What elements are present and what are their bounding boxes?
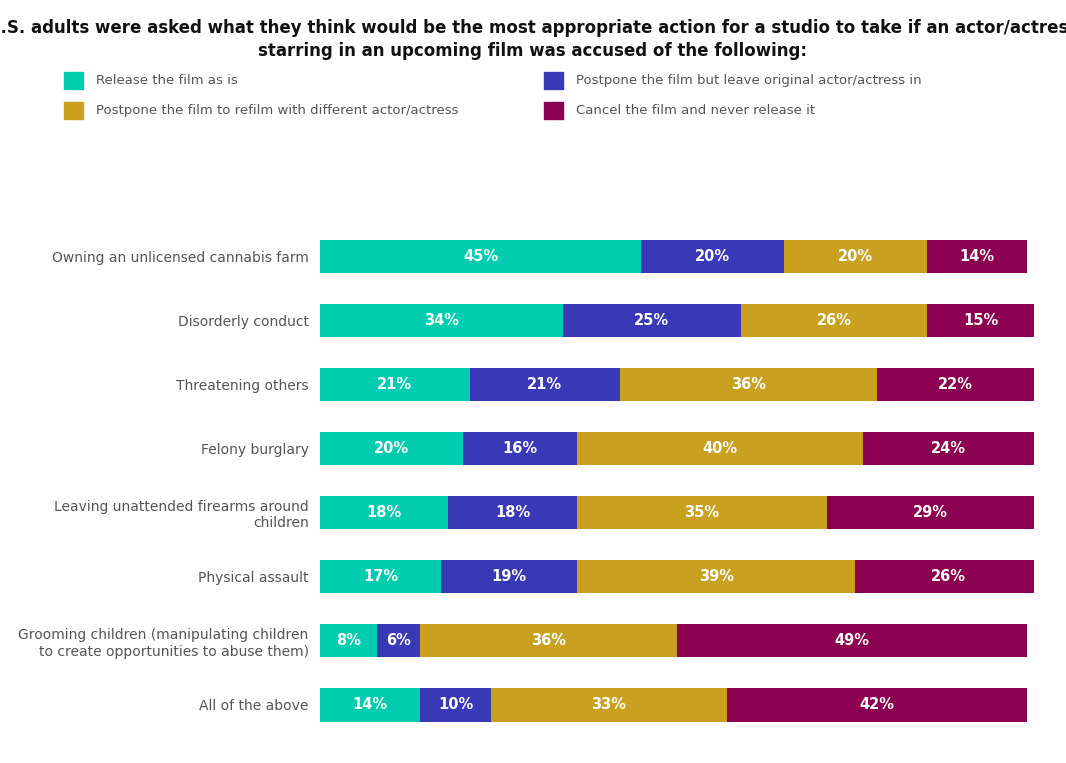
Text: 18%: 18% [495,505,530,520]
Bar [642,240,785,273]
Text: 24%: 24% [931,441,966,456]
Bar [320,624,377,658]
Bar [856,560,1041,594]
Text: 40%: 40% [702,441,738,456]
Bar [463,432,577,465]
Bar [320,496,449,530]
Text: Release the film as is: Release the film as is [96,73,238,87]
Text: 26%: 26% [931,569,966,584]
Text: 25%: 25% [634,313,669,328]
Text: 26%: 26% [817,313,852,328]
Bar [491,688,727,722]
Bar [862,432,1034,465]
Bar [785,240,927,273]
Text: 39%: 39% [698,569,733,584]
Bar [827,496,1034,530]
Bar [619,368,877,401]
Text: Cancel the film and never release it: Cancel the film and never release it [576,104,814,118]
Text: starring in an upcoming film was accused of the following:: starring in an upcoming film was accused… [258,42,808,60]
Bar [741,304,927,337]
Text: 10%: 10% [438,697,473,713]
Bar [927,304,1034,337]
Text: U.S. adults were asked what they think would be the most appropriate action for : U.S. adults were asked what they think w… [0,19,1066,37]
Bar [449,496,577,530]
Bar [677,624,1027,658]
Text: 8%: 8% [336,633,361,649]
Bar [320,560,441,594]
Text: Postpone the film to refilm with different actor/actress: Postpone the film to refilm with differe… [96,104,458,118]
Text: 45%: 45% [463,249,498,264]
Text: 35%: 35% [684,505,720,520]
Text: 21%: 21% [377,377,413,392]
Bar [320,688,420,722]
Bar [577,560,856,594]
Bar [563,304,741,337]
Text: 36%: 36% [731,377,765,392]
Text: Postpone the film but leave original actor/actress in: Postpone the film but leave original act… [576,73,921,87]
Bar [320,368,470,401]
Bar [320,432,463,465]
Text: 22%: 22% [938,377,973,392]
Bar [877,368,1034,401]
Text: 20%: 20% [838,249,873,264]
Bar [377,624,420,658]
Text: 33%: 33% [592,697,627,713]
Text: 36%: 36% [531,633,566,649]
Text: 6%: 6% [386,633,410,649]
Text: 20%: 20% [374,441,408,456]
Text: 14%: 14% [352,697,387,713]
Text: 19%: 19% [491,569,527,584]
Text: 21%: 21% [528,377,563,392]
Text: 18%: 18% [367,505,402,520]
Bar [927,240,1027,273]
Text: 29%: 29% [912,505,948,520]
Bar [320,304,563,337]
Bar [577,496,827,530]
Bar [577,432,862,465]
Bar [727,688,1027,722]
Text: 15%: 15% [963,313,998,328]
Text: 34%: 34% [423,313,458,328]
Bar [420,688,491,722]
Text: 16%: 16% [502,441,537,456]
Bar [320,240,642,273]
Bar [470,368,619,401]
Text: 14%: 14% [959,249,995,264]
Bar [420,624,677,658]
Text: 20%: 20% [695,249,730,264]
Text: 42%: 42% [859,697,894,713]
Text: 49%: 49% [835,633,870,649]
Bar [441,560,577,594]
Text: 17%: 17% [362,569,398,584]
